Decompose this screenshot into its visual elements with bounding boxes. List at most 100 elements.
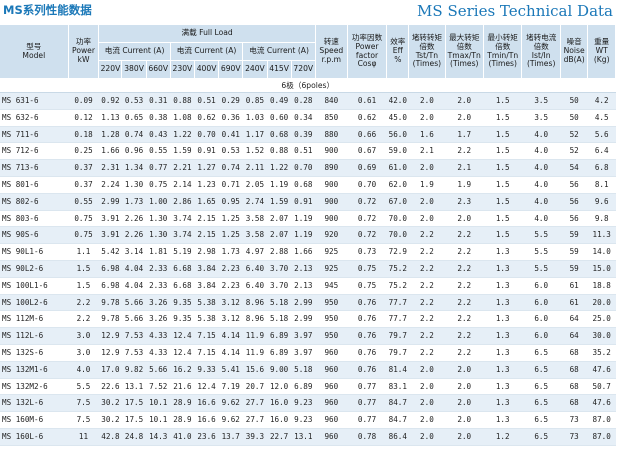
header-current-group-1: 电流 Current (A)	[98, 42, 171, 61]
cell-value: 5.38	[194, 310, 219, 329]
cell-value: 0.76	[347, 310, 387, 329]
cell-value: 2.99	[98, 193, 122, 211]
cell-value: 11.9	[242, 327, 267, 345]
cell-value: 0.69	[347, 159, 387, 177]
cell-value: 0.76	[347, 294, 387, 312]
cell-value: 6.40	[242, 260, 267, 278]
cell-value: 1.73	[218, 243, 243, 261]
cell-model: MS 90L1-6	[0, 243, 69, 261]
cell-value: 0.96	[121, 142, 147, 161]
cell-value: 1.5	[483, 142, 522, 161]
title-english: MS Series Technical Data	[417, 2, 613, 20]
cell-value: 2.2	[445, 243, 484, 261]
header-current-group-2: 电流 Current (A)	[170, 42, 244, 61]
cell-value: 0.88	[170, 92, 195, 110]
cell-model: MS 132M1-6	[0, 361, 69, 379]
cell-value: 4.14	[218, 344, 243, 362]
cell-value: 16.2	[170, 361, 195, 379]
cell-value: 950	[315, 327, 348, 345]
cell-value: 925	[315, 260, 348, 278]
cell-value: 0.74	[218, 159, 243, 177]
cell-value: 2.99	[291, 310, 316, 329]
cell-value: 6.89	[267, 327, 292, 345]
cell-value: 12.4	[194, 378, 219, 396]
cell-value: 68	[560, 361, 588, 379]
cell-value: 960	[315, 428, 348, 446]
cell-value: 9.35	[170, 310, 195, 329]
cell-value: 18.8	[587, 277, 616, 295]
cell-value: 2.23	[218, 277, 243, 295]
table-row: MS 632-6 0.12 1.13 0.65 0.38 1.08 0.62 0.36 1.03…	[0, 109, 616, 127]
cell-value: 6.98	[98, 260, 122, 278]
cell-value: 6.4	[587, 142, 616, 161]
cell-value: 2.26	[121, 226, 147, 245]
table-row: MS 160M-6 7.5 30.2 17.5 10.1 28.9 16.6 9.62 27.7…	[0, 411, 616, 429]
cell-value: 6.68	[170, 277, 195, 295]
cell-value: 6.0	[521, 327, 561, 345]
cell-value: 2.0	[408, 92, 446, 110]
cell-value: 0.77	[347, 411, 387, 429]
cell-value: 0.09	[68, 92, 99, 110]
cell-value: 0.70	[291, 159, 316, 177]
cell-value: 77.7	[386, 294, 409, 312]
cell-value: 1.27	[194, 159, 219, 177]
cell-value: 2.74	[242, 193, 267, 211]
cell-value: 3.58	[242, 226, 267, 245]
cell-value: 1.5	[483, 226, 522, 245]
cell-value: 1.81	[146, 243, 171, 261]
header-noise: 噪音 Noise dB(A)	[560, 25, 589, 79]
cell-value: 0.92	[98, 92, 122, 110]
table-row: MS 90L2-6 1.5 6.98 4.04 2.33 6.68 3.84 2.23 6.40…	[0, 260, 616, 278]
cell-value: 0.53	[121, 92, 147, 110]
cell-value: 1.30	[146, 210, 171, 228]
cell-value: 83.1	[386, 378, 409, 396]
cell-value: 15.0	[587, 260, 616, 278]
cell-value: 1.08	[170, 109, 195, 127]
cell-value: 4.0	[521, 159, 561, 177]
cell-value: 1.03	[242, 109, 267, 127]
cell-model: MS 801-6	[0, 176, 69, 194]
cell-value: 5.5	[68, 378, 99, 396]
cell-value: 4.5	[587, 109, 616, 127]
cell-value: 3.84	[194, 260, 219, 278]
cell-value: 2.2	[445, 260, 484, 278]
cell-value: 2.99	[291, 294, 316, 312]
cell-value: 2.1	[445, 159, 484, 177]
cell-value: 3.26	[146, 294, 171, 312]
cell-value: 2.24	[98, 176, 122, 194]
cell-value: 12.0	[267, 378, 292, 396]
cell-value: 47.6	[587, 394, 616, 413]
cell-value: 5.66	[146, 361, 171, 379]
cell-value: 960	[315, 344, 348, 362]
header-locked-current: 堵转电流 倍数 Ist/In (Times)	[521, 25, 561, 79]
cell-value: 2.2	[68, 310, 99, 329]
cell-value: 13.1	[121, 378, 147, 396]
cell-value: 840	[315, 92, 348, 110]
cell-value: 7.53	[121, 327, 147, 345]
cell-value: 0.76	[347, 344, 387, 362]
cell-value: 1.13	[98, 109, 122, 127]
cell-value: 7.19	[218, 378, 243, 396]
cell-value: 1.23	[194, 176, 219, 194]
cell-value: 0.43	[146, 126, 171, 144]
cell-value: 4.04	[121, 260, 147, 278]
cell-value: 2.2	[408, 260, 446, 278]
cell-value: 1.5	[483, 109, 522, 127]
cell-value: 0.71	[218, 176, 243, 194]
cell-value: 28.9	[170, 411, 195, 429]
cell-value: 5.18	[267, 310, 292, 329]
cell-value: 2.0	[445, 210, 484, 228]
cell-value: 4.14	[218, 327, 243, 345]
cell-value: 0.31	[146, 92, 171, 110]
technical-data-table: 型号 Model 功率 Power kW 满载 Full Load 转速 Speed r.…	[0, 25, 616, 446]
cell-value: 6.0	[521, 277, 561, 295]
cell-model: MS 802-6	[0, 193, 69, 211]
cell-value: 3.91	[98, 226, 122, 245]
cell-value: 3.0	[68, 327, 99, 345]
cell-value: 5.38	[194, 294, 219, 312]
cell-value: 81.4	[386, 361, 409, 379]
cell-value: 0.95	[218, 193, 243, 211]
table-row: MS 160L-6 11 42.8 24.8 14.3 41.0 23.6 13.7 39.3 2…	[0, 428, 616, 446]
cell-value: 10.1	[146, 411, 171, 429]
cell-model: MS 711-6	[0, 126, 69, 144]
